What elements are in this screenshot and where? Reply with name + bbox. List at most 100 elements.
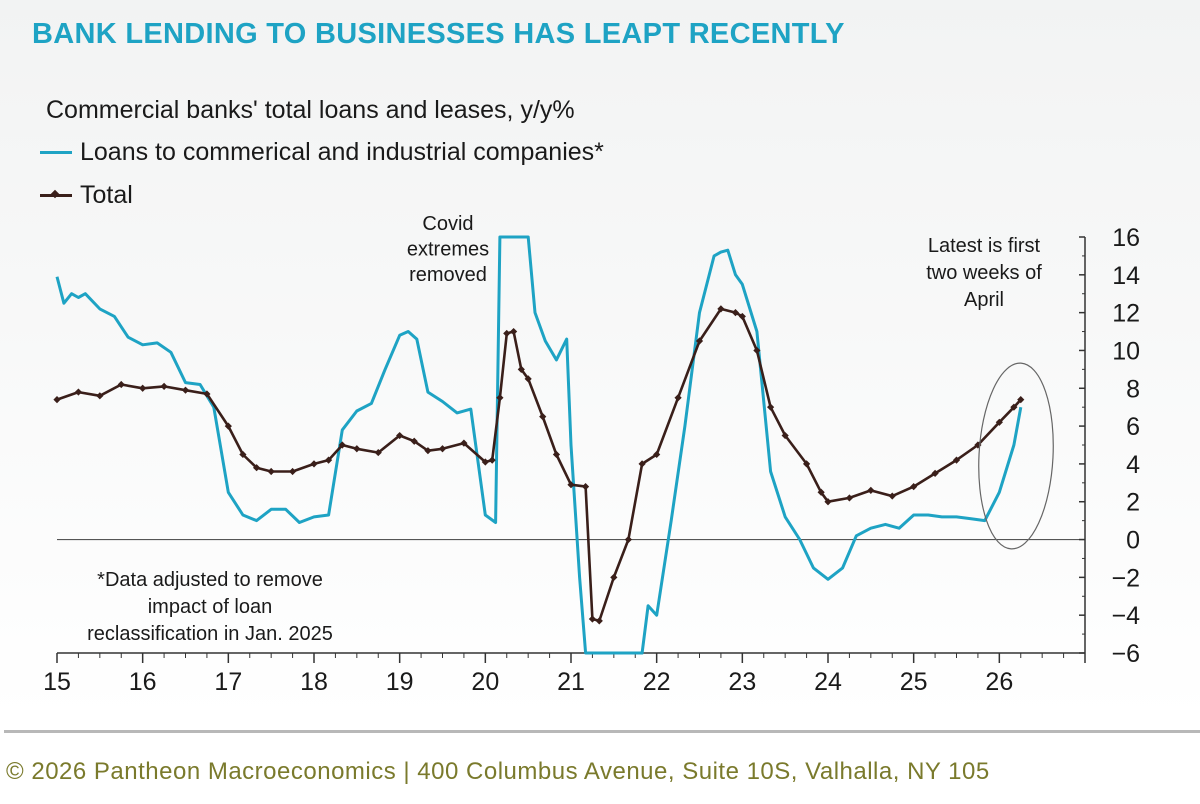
data-point-total: [952, 456, 961, 464]
y-tick-label: 12: [1112, 300, 1140, 328]
data-point-total: [910, 483, 918, 491]
data-point-total: [510, 327, 518, 336]
legend-item-loans: Loans to commerical and industrial compa…: [40, 138, 604, 167]
data-point-total: [610, 573, 618, 581]
legend-swatch-loans: [40, 151, 72, 154]
data-point-total: [374, 448, 382, 457]
data-point-total: [117, 380, 125, 389]
annotation-covid: extremes: [407, 239, 489, 261]
footer-copyright: © 2026 Pantheon Macroeconomics | 400 Col…: [6, 758, 990, 785]
data-point-total: [517, 365, 525, 373]
data-point-total: [867, 486, 875, 494]
data-point-total: [396, 431, 404, 440]
data-point-total: [324, 456, 333, 464]
x-tick-label: 19: [386, 668, 414, 696]
data-point-total: [695, 337, 704, 345]
data-point-total: [338, 441, 346, 449]
footer-divider: [4, 730, 1200, 733]
data-point-total: [817, 488, 825, 496]
legend-label-loans: Loans to commerical and industrial compa…: [80, 138, 604, 166]
data-point-total: [181, 386, 190, 394]
data-point-total: [995, 418, 1003, 426]
y-tick-label: 4: [1126, 451, 1140, 479]
data-point-total: [224, 422, 232, 430]
data-point-total: [139, 384, 147, 392]
data-point-total: [253, 464, 261, 472]
data-point-total: [738, 312, 746, 321]
data-point-total: [781, 431, 789, 440]
y-tick-label: −4: [1111, 602, 1140, 630]
x-tick-label: 22: [643, 668, 671, 696]
legend-label-total: Total: [80, 181, 133, 209]
data-point-total: [767, 403, 775, 411]
data-point-total: [288, 467, 297, 476]
annotation-latest: Latest is first: [928, 235, 1041, 257]
legend-item-total: Total: [40, 181, 133, 210]
data-point-total: [496, 394, 504, 402]
data-point-total: [888, 492, 896, 500]
chart-title: BANK LENDING TO BUSINESSES HAS LEAPT REC…: [32, 18, 845, 50]
data-point-total: [731, 309, 740, 317]
data-point-total: [638, 460, 646, 468]
annotation-footnote: *Data adjusted to remove: [97, 569, 323, 591]
y-tick-label: 0: [1126, 527, 1140, 555]
data-point-total: [353, 445, 361, 453]
data-point-total: [481, 458, 489, 466]
data-point-total: [552, 450, 561, 459]
x-tick-label: 21: [557, 668, 585, 696]
legend-swatch-total: [40, 194, 72, 197]
data-point-total: [595, 617, 603, 625]
data-point-total: [539, 413, 547, 421]
data-point-total: [503, 329, 511, 338]
chart-panel: [0, 0, 1200, 722]
data-point-total: [845, 494, 854, 502]
data-point-total: [96, 392, 104, 400]
y-tick-label: 10: [1112, 337, 1140, 365]
x-tick-label: 18: [300, 668, 328, 696]
latest-highlight-ellipse: [978, 362, 1054, 550]
chart-subtitle: Commercial banks' total loans and leases…: [46, 96, 575, 124]
x-tick-label: 17: [214, 668, 242, 696]
y-tick-label: 14: [1112, 262, 1140, 290]
data-point-total: [581, 483, 590, 491]
x-tick-label: 24: [814, 668, 842, 696]
x-tick-label: 20: [471, 668, 499, 696]
data-point-total: [717, 305, 725, 313]
y-tick-label: −2: [1111, 564, 1140, 592]
data-point-total: [653, 450, 661, 459]
y-tick-label: 8: [1126, 375, 1140, 403]
data-point-total: [267, 467, 275, 476]
x-tick-label: 26: [985, 668, 1013, 696]
data-point-total: [203, 390, 211, 398]
annotation-covid: Covid: [422, 213, 473, 235]
annotation-latest: April: [964, 289, 1004, 311]
data-point-total: [802, 460, 811, 468]
data-point-total: [460, 439, 468, 447]
x-tick-label: 16: [129, 668, 157, 696]
data-point-total: [1010, 403, 1018, 411]
y-tick-label: −6: [1111, 640, 1140, 668]
data-point-total: [53, 396, 61, 404]
data-point-total: [588, 615, 597, 623]
data-point-total: [753, 346, 761, 355]
x-tick-label: 15: [43, 668, 71, 696]
y-tick-label: 6: [1126, 413, 1140, 441]
y-tick-label: 16: [1112, 224, 1140, 252]
data-point-total: [824, 498, 832, 506]
y-tick-label: 2: [1126, 489, 1140, 517]
data-point-total: [931, 469, 939, 477]
data-point-total: [239, 450, 247, 459]
data-point-total: [160, 382, 168, 390]
data-point-total: [524, 375, 532, 383]
data-point-total: [74, 388, 83, 396]
annotation-footnote: reclassification in Jan. 2025: [87, 623, 333, 645]
annotation-latest: two weeks of: [926, 262, 1042, 284]
data-point-total: [424, 447, 432, 455]
data-point-total: [674, 394, 682, 402]
x-tick-label: 25: [900, 668, 928, 696]
data-point-total: [488, 456, 496, 464]
data-point-total: [410, 437, 418, 445]
x-tick-label: 23: [728, 668, 756, 696]
data-point-total: [310, 460, 318, 468]
